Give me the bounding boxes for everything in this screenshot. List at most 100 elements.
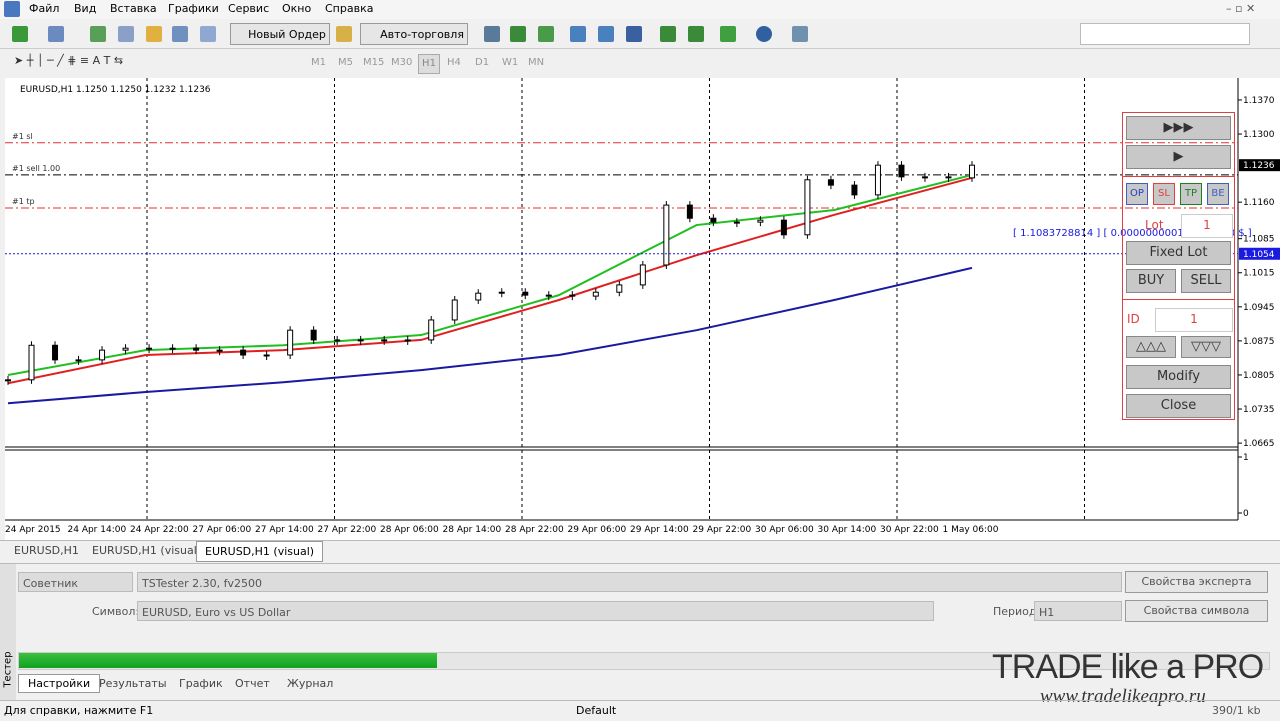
y-tick-label: 1.0805 xyxy=(1243,371,1275,381)
chart-tab-active[interactable]: EURUSD,H1 (visual) xyxy=(196,541,324,562)
tester-tab[interactable]: Результаты xyxy=(99,677,167,690)
symbol-props-button[interactable]: Свойства символа xyxy=(1125,600,1268,622)
y-tick-label: 1.0665 xyxy=(1243,439,1275,449)
chart-tab[interactable]: EURUSD,H1 (visual) xyxy=(92,544,202,557)
timeframe[interactable]: M30 xyxy=(391,57,413,68)
down-button[interactable]: ▽▽▽ xyxy=(1181,336,1231,358)
timeframe[interactable]: M1 xyxy=(311,57,326,68)
tester-tab[interactable]: Отчет xyxy=(235,677,270,690)
timeframe[interactable]: M5 xyxy=(338,57,353,68)
up-button[interactable]: △△△ xyxy=(1126,336,1176,358)
toolbar-tools: ➤ ┼ │ ─ ╱ ⋕ ≡ A T ⇆ M1 M5 M15 M30 H1 H4 … xyxy=(0,50,1280,76)
tester-side-label: Тестер xyxy=(2,651,14,688)
op-button[interactable]: OP xyxy=(1126,183,1148,205)
candle-body xyxy=(381,339,388,342)
lot-label: Lot xyxy=(1145,218,1164,232)
icon[interactable] xyxy=(172,26,188,42)
timeframe[interactable]: M15 xyxy=(363,57,385,68)
icon[interactable] xyxy=(688,26,704,42)
sl-button[interactable]: SL xyxy=(1153,183,1175,205)
x-tick-label: 27 Apr 14:00 xyxy=(255,525,314,535)
divider xyxy=(1123,176,1234,177)
progress-fill xyxy=(19,653,437,668)
candle-body xyxy=(569,294,576,297)
y-tick-label: 1.1085 xyxy=(1243,235,1275,245)
icon[interactable] xyxy=(200,26,216,42)
tp-button[interactable]: TP xyxy=(1180,183,1202,205)
menu-item[interactable]: Окно xyxy=(282,2,312,15)
icon[interactable] xyxy=(484,26,500,42)
icon[interactable] xyxy=(90,26,106,42)
icon[interactable] xyxy=(660,26,676,42)
tester-tab-active[interactable]: Настройки xyxy=(18,674,101,693)
menu-item[interactable]: Сервис xyxy=(228,2,270,15)
candle-body xyxy=(240,349,247,356)
icon[interactable] xyxy=(538,26,554,42)
timeframe[interactable]: MN xyxy=(528,57,545,68)
y-tick-label: 1.0735 xyxy=(1243,405,1275,415)
order-level-label: #1 tp xyxy=(12,197,35,206)
close-button[interactable]: Close xyxy=(1126,394,1231,418)
icon[interactable] xyxy=(118,26,134,42)
status-profile: Default xyxy=(576,704,617,717)
icon[interactable] xyxy=(570,26,586,42)
symbol-select[interactable]: EURUSD, Euro vs US Dollar xyxy=(137,601,934,621)
icon[interactable] xyxy=(510,26,526,42)
window-controls[interactable]: – ▫ ✕ xyxy=(1226,2,1256,15)
fast-button[interactable]: ▶▶▶ xyxy=(1126,116,1231,140)
timeframe[interactable]: H4 xyxy=(447,57,461,68)
expert-select[interactable]: TSTester 2.30, fv2500 xyxy=(137,572,1122,592)
menu-item[interactable]: Вид xyxy=(74,2,97,15)
auto-trading-button[interactable]: Авто-торговля xyxy=(360,23,468,45)
sub-y-tick-label: 1 xyxy=(1243,453,1249,463)
tool-icons[interactable]: ➤ ┼ │ ─ ╱ ⋕ ≡ A T ⇆ xyxy=(14,54,124,67)
moving-average xyxy=(7,173,973,376)
play-button[interactable]: ▶ xyxy=(1126,145,1231,169)
app-icon xyxy=(4,1,20,17)
menu-item[interactable]: Вставка xyxy=(110,2,157,15)
x-tick-label: 30 Apr 06:00 xyxy=(755,525,814,535)
chart-tabs: EURUSD,H1 EURUSD,H1 (visual) EURUSD,H1 (… xyxy=(0,540,1280,562)
x-tick-label: 29 Apr 22:00 xyxy=(693,525,752,535)
x-tick-label: 29 Apr 14:00 xyxy=(630,525,689,535)
expert-kind-select[interactable]: Советник xyxy=(18,572,133,592)
be-button[interactable]: BE xyxy=(1207,183,1229,205)
sell-button[interactable]: SELL xyxy=(1181,269,1231,293)
icon[interactable] xyxy=(12,26,28,42)
icon[interactable] xyxy=(146,26,162,42)
tester-tab[interactable]: Журнал xyxy=(287,677,334,690)
icon[interactable] xyxy=(336,26,352,42)
timeframe[interactable]: W1 xyxy=(502,57,519,68)
icon[interactable] xyxy=(626,26,642,42)
buy-button[interactable]: BUY xyxy=(1126,269,1176,293)
tester-tab[interactable]: График xyxy=(179,677,223,690)
menu-item[interactable]: Файл xyxy=(29,2,60,15)
watermark-url: www.tradelikeapro.ru xyxy=(1040,686,1206,707)
search-box[interactable] xyxy=(1080,23,1250,45)
chart-tab[interactable]: EURUSD,H1 xyxy=(14,544,79,557)
timeframe[interactable]: D1 xyxy=(475,57,490,68)
id-input[interactable]: 1 xyxy=(1155,308,1233,332)
timeframe[interactable]: H1 xyxy=(418,54,440,74)
candle-body xyxy=(874,164,881,196)
menu-item[interactable]: Справка xyxy=(325,2,374,15)
expert-props-button[interactable]: Свойства эксперта xyxy=(1125,571,1268,593)
order-level-label: #1 sl xyxy=(12,132,33,141)
icon[interactable] xyxy=(48,26,64,42)
modify-button[interactable]: Modify xyxy=(1126,365,1231,389)
menu-item[interactable]: Графики xyxy=(168,2,219,15)
candle-body xyxy=(545,294,552,297)
lot-input[interactable]: 1 xyxy=(1181,214,1233,238)
divider xyxy=(1123,299,1234,300)
y-tick-label: 1.1300 xyxy=(1243,130,1275,140)
info-text: [ 1.1083728814 ] [ 0.0000000001pips=0.00… xyxy=(1013,228,1252,239)
fixed-lot-button[interactable]: Fixed Lot xyxy=(1126,241,1231,265)
icon[interactable] xyxy=(598,26,614,42)
icon[interactable] xyxy=(756,26,772,42)
y-tick-label: 1.0945 xyxy=(1243,303,1275,313)
new-order-button[interactable]: Новый Ордер xyxy=(230,23,330,45)
period-select[interactable]: H1 xyxy=(1034,601,1122,621)
candle-body xyxy=(404,339,411,342)
icon[interactable] xyxy=(720,26,736,42)
icon[interactable] xyxy=(792,26,808,42)
